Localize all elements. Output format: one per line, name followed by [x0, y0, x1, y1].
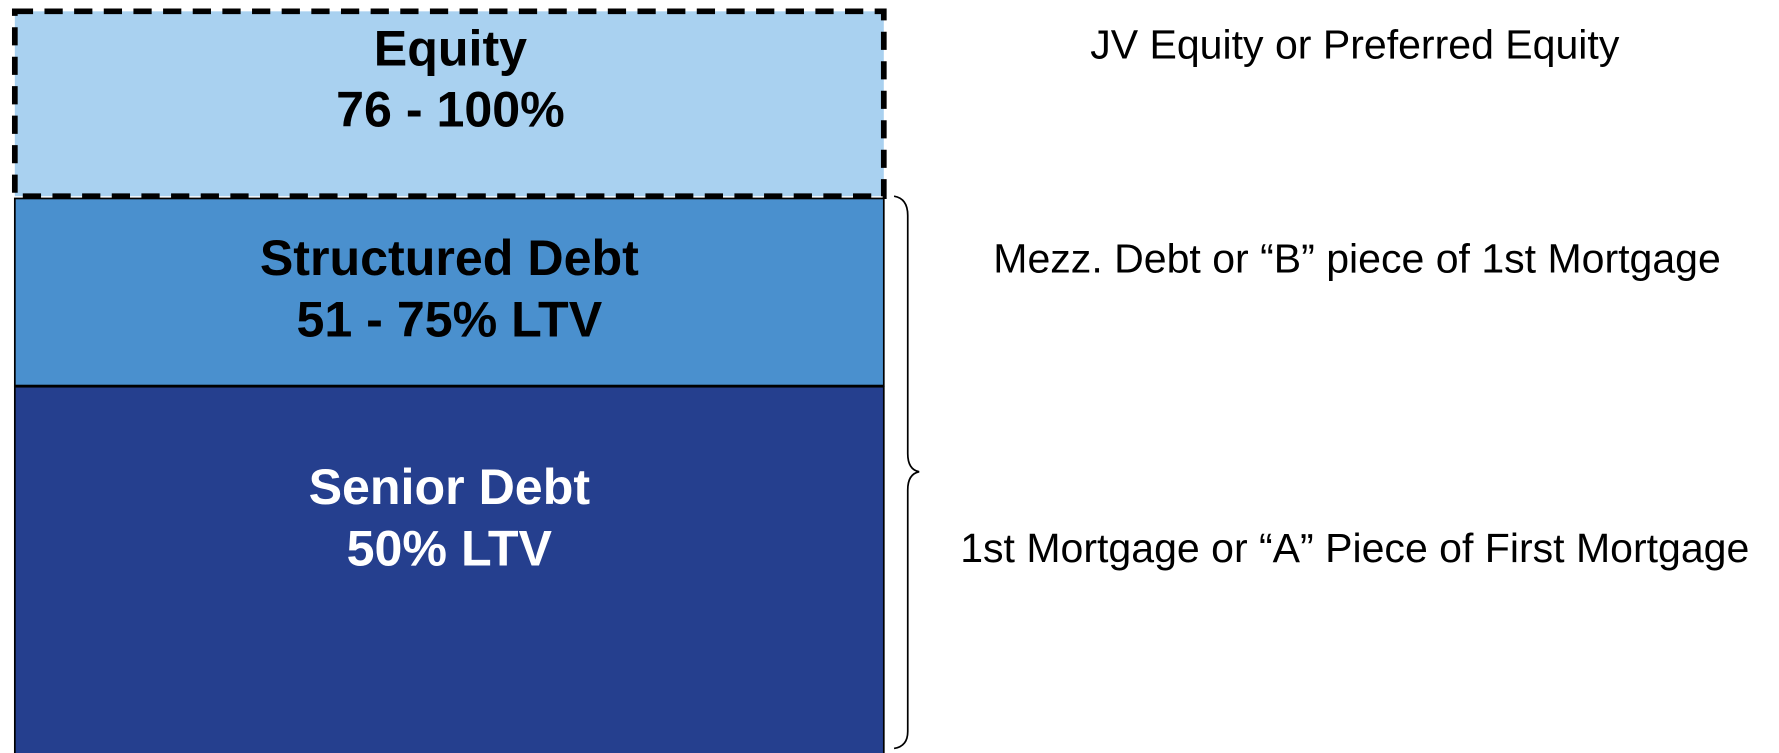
layer-title: Senior Debt — [309, 459, 591, 515]
equity-box — [11, 8, 887, 200]
layer-range: 76 - 100% — [336, 82, 565, 138]
senior-debt-box — [13, 385, 885, 753]
layer-title: Equity — [374, 20, 527, 76]
layer-range: 50% LTV — [347, 521, 553, 577]
structured-debt-box — [13, 197, 885, 387]
layer-description: 1st Mortgage or “A” Piece of First Mortg… — [960, 525, 1749, 571]
brace — [893, 195, 920, 750]
layer-description: Mezz. Debt or “B” piece of 1st Mortgage — [993, 236, 1721, 282]
layer-description: JV Equity or Preferred Equity — [1090, 22, 1620, 68]
layer-title: Structured Debt — [260, 230, 639, 286]
layer-range: 51 - 75% LTV — [296, 292, 602, 348]
